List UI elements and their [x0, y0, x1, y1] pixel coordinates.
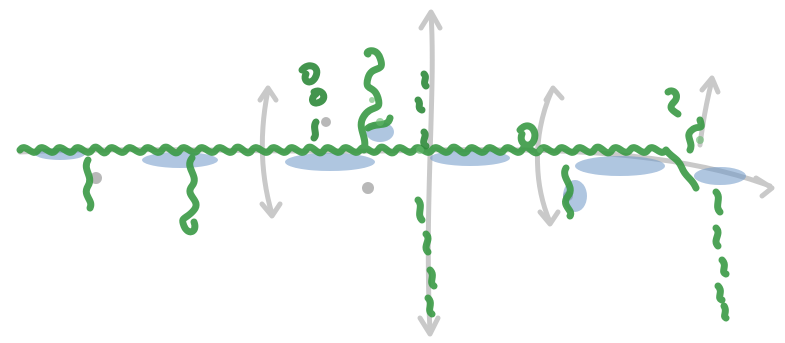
floating-fragment — [414, 96, 426, 114]
backbone-chain — [16, 143, 700, 192]
floating-fragment — [420, 70, 430, 90]
far-right-spike — [685, 116, 705, 154]
central-descending-strand — [414, 196, 438, 318]
speckle-cloud — [35, 122, 746, 212]
floating-fragment — [310, 118, 320, 142]
left-pendant-strand — [82, 156, 95, 212]
left-arrowhead-bottom-icon — [259, 201, 283, 219]
right-rotation-arrow — [535, 87, 555, 225]
floating-fragment — [298, 62, 321, 86]
right-lower-pendant — [561, 164, 575, 220]
rotation-arrows — [17, 9, 775, 337]
far-right-arrowhead-icon — [699, 75, 721, 95]
left-arrowhead-top-icon — [257, 85, 279, 103]
floating-fragments — [298, 62, 430, 150]
protein-backbone — [16, 47, 730, 322]
pivot-marker — [321, 117, 331, 127]
right-arrowhead-bottom-icon — [537, 209, 561, 227]
left-rotation-arrow — [259, 87, 275, 217]
pendant-strand — [179, 154, 200, 236]
right-upper-pendant — [516, 122, 539, 149]
central-arrowhead-bottom-icon — [417, 315, 441, 337]
right-arrowhead-top-icon — [543, 85, 565, 103]
upper-loop-strand — [357, 47, 385, 154]
far-right-spike — [664, 87, 682, 118]
highlight-specks — [369, 97, 704, 154]
far-right-descending-strand — [712, 188, 730, 322]
floating-fragment — [420, 128, 430, 150]
pivot-marker — [362, 182, 374, 194]
floating-fragment — [309, 87, 328, 107]
central-arrowhead-top-icon — [418, 9, 443, 31]
horizontal-arrowhead-icon — [753, 175, 775, 199]
